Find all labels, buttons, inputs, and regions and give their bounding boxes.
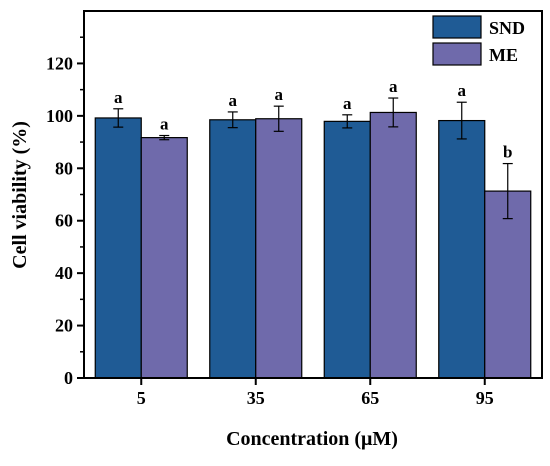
x-tick-label-5: 5 xyxy=(137,388,146,408)
bar-me-65 xyxy=(369,111,417,379)
significance-label-me-65: a xyxy=(389,77,398,96)
y-axis: 0 20 40 60 80 100 120 xyxy=(46,36,84,388)
bar-me-35 xyxy=(255,118,303,379)
significance-label-snd-35: a xyxy=(229,91,238,110)
y-tick-label-40: 40 xyxy=(55,263,73,283)
y-tick-label-120: 120 xyxy=(46,53,73,73)
bar-snd-65 xyxy=(323,120,371,379)
legend-label-snd: SND xyxy=(489,18,525,38)
bar-me-95 xyxy=(484,190,532,379)
bar-snd-35 xyxy=(209,119,257,379)
legend-label-me: ME xyxy=(489,45,518,65)
legend: SND ME xyxy=(432,15,525,66)
significance-label-snd-5: a xyxy=(114,88,123,107)
significance-label-me-95: b xyxy=(503,143,512,162)
x-tick-label-95: 95 xyxy=(476,388,494,408)
bar-snd-5 xyxy=(94,117,142,379)
bar-snd-95 xyxy=(438,119,486,379)
y-axis-title: Cell viability (%) xyxy=(9,121,31,269)
x-tick-label-65: 65 xyxy=(361,388,379,408)
x-axis-title: Concentration (μM) xyxy=(226,428,398,450)
y-tick-label-60: 60 xyxy=(55,211,73,231)
significance-labels-layer: a a a a a a a b xyxy=(114,77,512,162)
error-bars-layer xyxy=(113,97,513,220)
significance-label-me-35: a xyxy=(275,85,284,104)
x-axis: 5 35 65 95 xyxy=(137,378,494,408)
y-tick-label-0: 0 xyxy=(64,368,73,388)
bar-me-5 xyxy=(140,137,188,379)
y-tick-label-80: 80 xyxy=(55,158,73,178)
y-tick-label-20: 20 xyxy=(55,316,73,336)
bars-layer xyxy=(94,111,532,379)
legend-swatch-snd xyxy=(432,15,482,39)
x-tick-label-35: 35 xyxy=(247,388,265,408)
significance-label-snd-95: a xyxy=(458,81,467,100)
legend-swatch-me xyxy=(432,42,482,66)
y-tick-label-100: 100 xyxy=(46,106,73,126)
significance-label-snd-65: a xyxy=(343,94,352,113)
significance-label-me-5: a xyxy=(160,115,169,134)
